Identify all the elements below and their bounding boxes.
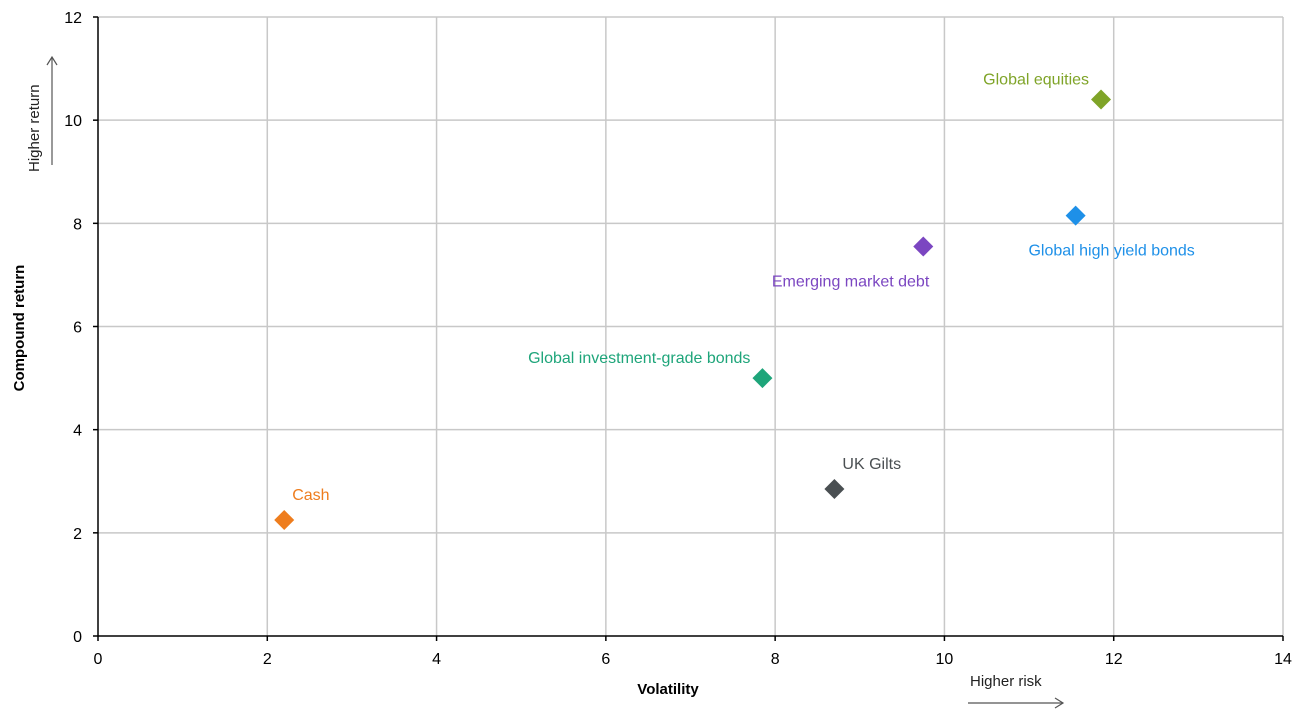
label-global-equities: Global equities <box>983 72 1089 89</box>
grid-lines <box>98 16 1284 636</box>
point-uk-gilts <box>824 478 845 499</box>
y-tick-label: 12 <box>64 10 82 27</box>
label-global-high-yield-bonds: Global high yield bonds <box>1028 243 1194 260</box>
y-tick-label: 8 <box>73 216 82 233</box>
y-tick-label: 2 <box>73 526 82 543</box>
point-labels: Cash UK Gilts Global investment-grade bond… <box>292 72 1195 504</box>
x-tick-label: 8 <box>771 651 780 668</box>
x-axis-title: Volatility <box>637 681 699 698</box>
axes <box>93 16 1284 641</box>
point-cash <box>274 509 295 530</box>
x-tick-label: 12 <box>1105 651 1123 668</box>
label-emerging-market-debt: Emerging market debt <box>772 274 930 291</box>
y-axis-title: Compound return <box>11 265 28 392</box>
point-global-high-yield-bonds <box>1065 205 1086 226</box>
y-tick-label: 0 <box>73 629 82 646</box>
point-emerging-market-debt <box>913 236 934 257</box>
x-tick-label: 0 <box>94 651 103 668</box>
higher-return-arrow-head <box>46 55 58 66</box>
point-global-investment-grade-bonds <box>752 368 773 389</box>
point-global-equities <box>1091 89 1112 110</box>
higher-risk-arrow-head <box>1054 697 1065 709</box>
y-tick-label: 4 <box>73 423 82 440</box>
y-tick-label: 6 <box>73 320 82 337</box>
x-arrow-annotation: Higher risk <box>968 673 1065 709</box>
y-arrow-annotation: Higher return <box>26 55 58 172</box>
higher-risk-label: Higher risk <box>970 673 1042 690</box>
x-tick-label: 2 <box>263 651 272 668</box>
data-points <box>274 89 1112 530</box>
x-tick-label: 4 <box>432 651 441 668</box>
y-tick-label: 10 <box>64 113 82 130</box>
tick-labels: 0 2 4 6 8 10 12 14 0 2 4 6 8 10 12 <box>64 10 1292 668</box>
label-uk-gilts: UK Gilts <box>842 456 901 473</box>
label-global-investment-grade-bonds: Global investment-grade bonds <box>528 350 750 367</box>
higher-return-label: Higher return <box>26 84 43 172</box>
x-tick-label: 14 <box>1274 651 1292 668</box>
x-tick-label: 10 <box>936 651 954 668</box>
x-tick-label: 6 <box>601 651 610 668</box>
label-cash: Cash <box>292 487 329 504</box>
